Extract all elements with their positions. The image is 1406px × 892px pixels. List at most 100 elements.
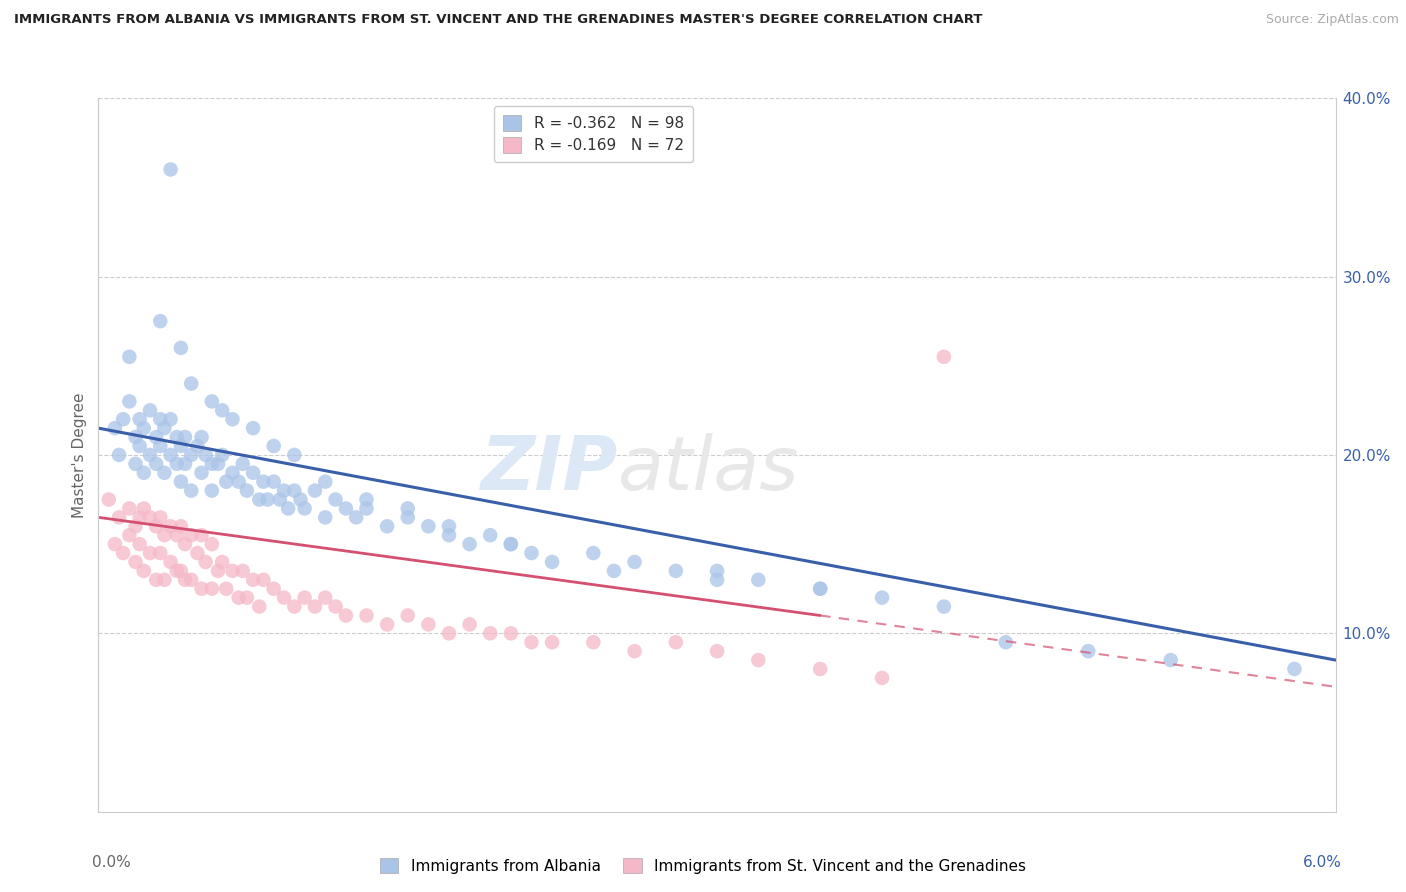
Point xyxy=(159,412,181,426)
Point xyxy=(145,457,167,471)
Point xyxy=(128,537,150,551)
Point xyxy=(174,537,197,551)
Point xyxy=(108,448,131,462)
Point xyxy=(396,501,419,516)
Point xyxy=(290,492,312,507)
Point xyxy=(124,519,146,533)
Point xyxy=(623,555,645,569)
Point xyxy=(418,519,440,533)
Point xyxy=(207,457,229,471)
Point xyxy=(170,475,193,489)
Point xyxy=(269,492,291,507)
Point xyxy=(149,546,172,560)
Point xyxy=(294,501,316,516)
Text: 6.0%: 6.0% xyxy=(1303,855,1341,870)
Point xyxy=(186,439,208,453)
Point xyxy=(108,510,131,524)
Point xyxy=(808,662,831,676)
Point xyxy=(153,421,176,435)
Point xyxy=(180,376,202,391)
Point xyxy=(437,626,460,640)
Point xyxy=(159,555,181,569)
Point xyxy=(170,564,193,578)
Point xyxy=(118,528,141,542)
Point xyxy=(201,582,224,596)
Y-axis label: Master's Degree: Master's Degree xyxy=(72,392,87,517)
Point xyxy=(582,546,605,560)
Point xyxy=(665,635,688,649)
Point xyxy=(153,528,176,542)
Point xyxy=(149,412,172,426)
Point xyxy=(132,421,155,435)
Point xyxy=(314,510,336,524)
Point xyxy=(458,617,481,632)
Point xyxy=(541,635,564,649)
Point xyxy=(174,430,197,444)
Point xyxy=(153,466,176,480)
Point xyxy=(166,457,188,471)
Point xyxy=(159,162,181,177)
Point xyxy=(283,483,305,498)
Point xyxy=(153,573,176,587)
Point xyxy=(139,510,162,524)
Point xyxy=(479,626,502,640)
Point xyxy=(128,412,150,426)
Point xyxy=(932,599,955,614)
Point xyxy=(201,537,224,551)
Point xyxy=(112,412,135,426)
Point xyxy=(283,599,305,614)
Point xyxy=(263,475,285,489)
Point xyxy=(159,448,181,462)
Point xyxy=(870,591,893,605)
Point xyxy=(541,555,564,569)
Point xyxy=(221,564,243,578)
Point xyxy=(375,519,398,533)
Point xyxy=(180,573,202,587)
Point xyxy=(747,653,769,667)
Point xyxy=(232,564,254,578)
Point xyxy=(252,475,274,489)
Point xyxy=(194,555,217,569)
Point xyxy=(994,635,1017,649)
Point xyxy=(344,510,367,524)
Point xyxy=(149,510,172,524)
Point xyxy=(97,492,120,507)
Point xyxy=(228,475,250,489)
Point xyxy=(356,501,378,516)
Point xyxy=(236,591,259,605)
Point xyxy=(166,528,188,542)
Point xyxy=(221,466,243,480)
Point xyxy=(207,564,229,578)
Point xyxy=(1284,662,1306,676)
Point xyxy=(139,448,162,462)
Point xyxy=(139,546,162,560)
Point xyxy=(139,403,162,417)
Point xyxy=(277,501,299,516)
Point xyxy=(706,573,728,587)
Point xyxy=(149,439,172,453)
Point xyxy=(242,421,264,435)
Point xyxy=(118,501,141,516)
Point xyxy=(201,457,224,471)
Point xyxy=(263,439,285,453)
Point xyxy=(256,492,278,507)
Legend: R = -0.362   N = 98, R = -0.169   N = 72: R = -0.362 N = 98, R = -0.169 N = 72 xyxy=(494,106,693,162)
Point xyxy=(211,448,233,462)
Point xyxy=(211,403,233,417)
Point xyxy=(132,466,155,480)
Point xyxy=(294,591,316,605)
Point xyxy=(706,644,728,658)
Point xyxy=(582,635,605,649)
Point xyxy=(104,421,127,435)
Point xyxy=(1077,644,1099,658)
Point xyxy=(396,510,419,524)
Point xyxy=(118,350,141,364)
Point xyxy=(170,341,193,355)
Point xyxy=(458,537,481,551)
Point xyxy=(437,519,460,533)
Point xyxy=(242,573,264,587)
Point xyxy=(180,448,202,462)
Text: atlas: atlas xyxy=(619,434,800,505)
Point xyxy=(418,617,440,632)
Point xyxy=(132,564,155,578)
